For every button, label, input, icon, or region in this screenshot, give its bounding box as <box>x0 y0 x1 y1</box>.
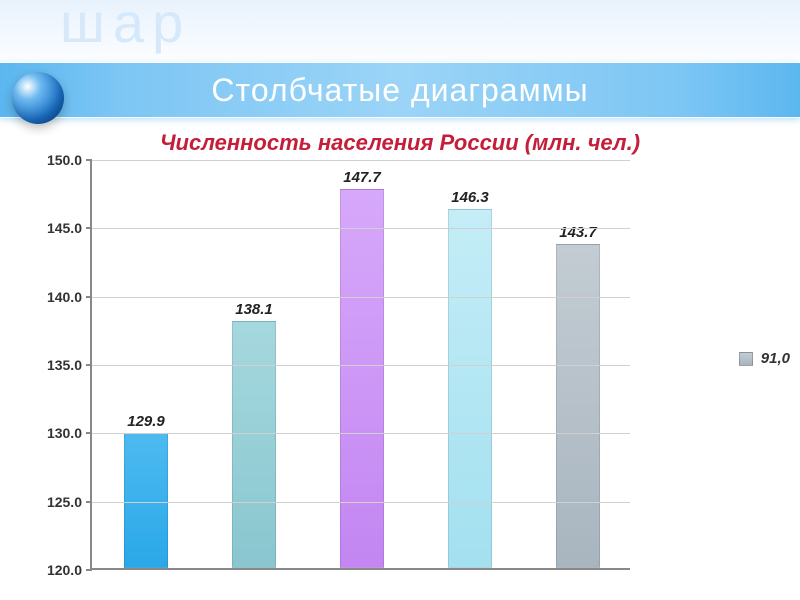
y-axis-label: 145.0 <box>47 220 82 236</box>
chart-title: Численность населения России (млн. чел.) <box>0 130 800 156</box>
y-axis-label: 120.0 <box>47 562 82 578</box>
bar <box>448 209 491 568</box>
plot-region: 129.9 138.1 147.7 146.3 143.7 <box>90 160 630 570</box>
bar <box>556 244 599 568</box>
title-band: Столбчатые диаграммы <box>0 62 800 118</box>
y-axis-labels: 120.0125.0130.0135.0140.0145.0150.0 <box>30 160 88 570</box>
bar-value-label: 147.7 <box>343 169 381 186</box>
gridline <box>92 297 630 298</box>
watermark-text: шар <box>60 0 191 55</box>
bar-value-label: 129.9 <box>127 413 165 430</box>
y-tick <box>86 159 92 161</box>
bar-value-label: 146.3 <box>451 189 489 206</box>
y-tick <box>86 364 92 366</box>
y-tick <box>86 501 92 503</box>
y-tick <box>86 227 92 229</box>
y-axis-label: 135.0 <box>47 357 82 373</box>
bar-value-label: 138.1 <box>235 301 273 318</box>
gridline <box>92 160 630 161</box>
y-tick <box>86 569 92 571</box>
bar <box>232 321 275 568</box>
legend: 91,0 <box>739 350 790 367</box>
y-axis-label: 140.0 <box>47 289 82 305</box>
page-title: Столбчатые диаграммы <box>211 72 588 109</box>
gridline <box>92 228 630 229</box>
gridline <box>92 502 630 503</box>
gridline <box>92 365 630 366</box>
chart-area: 120.0125.0130.0135.0140.0145.0150.0 129.… <box>30 160 710 570</box>
bar-value-label: 143.7 <box>559 224 597 241</box>
y-axis-label: 130.0 <box>47 425 82 441</box>
bars-container: 129.9 138.1 147.7 146.3 143.7 <box>92 160 630 568</box>
sphere-icon <box>12 72 64 124</box>
legend-swatch <box>739 352 753 366</box>
bar <box>124 433 167 568</box>
y-axis-label: 125.0 <box>47 494 82 510</box>
y-tick <box>86 296 92 298</box>
gridline <box>92 433 630 434</box>
y-tick <box>86 432 92 434</box>
legend-label: 91,0 <box>761 350 790 367</box>
bar <box>340 189 383 568</box>
